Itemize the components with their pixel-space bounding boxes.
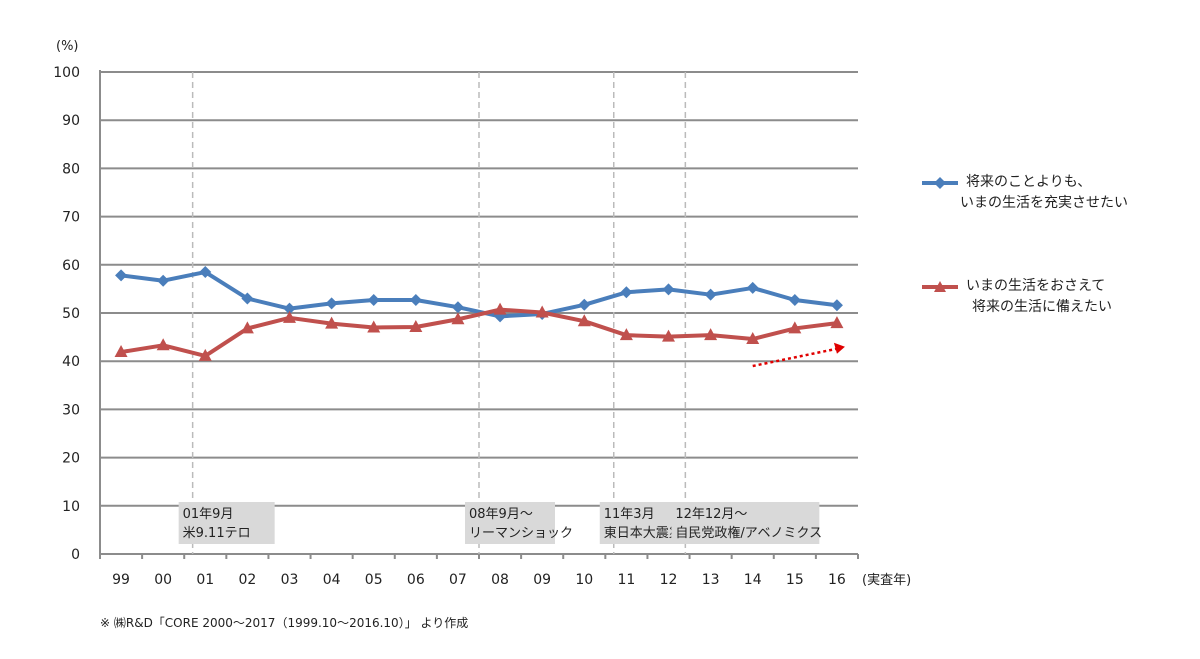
data-point-series-1 xyxy=(830,299,843,312)
data-point-series-2 xyxy=(788,321,802,334)
data-point-series-2 xyxy=(619,328,633,341)
data-point-series-1 xyxy=(451,301,464,314)
x-tick-label: 04 xyxy=(323,572,341,588)
data-point-series-1 xyxy=(325,297,338,310)
legend-label-series-2-line1: いまの生活をおさえて xyxy=(966,278,1106,294)
y-tick-label: 20 xyxy=(62,451,80,467)
data-point-series-1 xyxy=(241,292,254,305)
legend-label-series-1-line2: いまの生活を充実させたい xyxy=(960,195,1128,211)
data-point-series-2 xyxy=(535,305,549,318)
event-label-line2: 米9.11テロ xyxy=(183,526,251,541)
data-point-series-2 xyxy=(746,332,760,345)
event-box xyxy=(465,502,555,544)
data-point-series-1 xyxy=(662,283,675,296)
data-point-series-2 xyxy=(662,329,675,342)
data-point-series-1 xyxy=(367,293,380,306)
event-label-line1: 08年9月～ xyxy=(469,507,533,522)
data-point-series-2 xyxy=(409,319,423,332)
data-point-series-2 xyxy=(240,321,254,334)
data-point-series-2 xyxy=(451,312,465,325)
y-tick-label: 0 xyxy=(71,547,80,563)
data-point-series-1 xyxy=(578,298,591,311)
y-tick-label: 90 xyxy=(62,113,80,129)
data-point-series-2 xyxy=(114,345,128,358)
event-label-line2: リーマンショック xyxy=(469,526,573,541)
data-point-series-2 xyxy=(198,348,212,361)
y-tick-label: 10 xyxy=(62,499,80,515)
y-axis-unit: (%) xyxy=(56,39,79,54)
legend-item-series-1: 将来のことよりも、 いまの生活を充実させたい xyxy=(920,172,1128,214)
y-tick-label: 30 xyxy=(62,402,80,418)
data-point-series-2 xyxy=(156,338,170,351)
data-point-series-1 xyxy=(704,288,717,301)
data-point-series-1 xyxy=(115,269,128,282)
x-tick-label: 05 xyxy=(365,572,383,588)
data-point-series-2 xyxy=(493,302,507,315)
x-tick-label: 12 xyxy=(660,572,678,588)
y-tick-label: 60 xyxy=(62,258,80,274)
trend-arrow-head xyxy=(833,342,845,354)
legend-swatch-series-2 xyxy=(922,281,958,292)
event-box xyxy=(671,502,820,544)
trend-arrow-line xyxy=(752,347,838,368)
y-tick-label: 100 xyxy=(53,65,80,81)
series-line-2 xyxy=(120,307,838,358)
data-point-series-1 xyxy=(283,302,296,315)
x-tick-label: 99 xyxy=(112,572,130,588)
y-tick-label: 50 xyxy=(62,306,80,322)
y-tick-label: 80 xyxy=(62,161,80,177)
x-axis-unit: (実査年) xyxy=(862,572,911,588)
data-point-series-1 xyxy=(620,286,633,299)
x-tick-label: 02 xyxy=(238,572,256,588)
legend-swatch-series-1 xyxy=(922,177,958,189)
event-label-line2: 自民党政権/アベノミクス xyxy=(675,525,822,541)
series-line-1 xyxy=(120,270,838,319)
data-point-series-2 xyxy=(577,314,591,327)
data-point-series-2 xyxy=(367,320,381,333)
x-tick-label: 08 xyxy=(491,572,509,588)
legend-label-series-1-line1: 将来のことよりも、 xyxy=(966,174,1092,190)
event-label-line1: 12年12月～ xyxy=(675,507,747,522)
x-tick-label: 06 xyxy=(407,572,425,588)
x-tick-label: 07 xyxy=(449,572,467,588)
x-tick-label: 11 xyxy=(617,572,635,588)
x-tick-label: 14 xyxy=(744,572,762,588)
event-label-line1: 01年9月 xyxy=(183,507,234,522)
legend-item-series-2: いまの生活をおさえて 将来の生活に備えたい xyxy=(920,276,1112,318)
data-point-series-1 xyxy=(199,266,212,279)
x-tick-label: 01 xyxy=(196,572,214,588)
y-tick-label: 70 xyxy=(62,210,80,226)
data-point-series-1 xyxy=(746,281,759,294)
x-tick-label: 15 xyxy=(786,572,804,588)
data-point-series-1 xyxy=(788,293,801,306)
event-label-line2: 東日本大震災 xyxy=(604,525,682,541)
data-point-series-2 xyxy=(325,316,339,329)
data-point-series-1 xyxy=(157,274,170,287)
x-tick-label: 10 xyxy=(575,572,593,588)
y-tick-label: 40 xyxy=(62,354,80,370)
x-tick-label: 13 xyxy=(702,572,720,588)
source-note: ※ ㈱R&D「CORE 2000～2017（1999.10～2016.10）」 … xyxy=(100,616,469,630)
data-point-series-2 xyxy=(704,328,718,341)
event-label-line1: 11年3月 xyxy=(604,507,655,522)
x-tick-label: 03 xyxy=(281,572,299,588)
data-point-series-2 xyxy=(283,310,296,323)
legend-label-series-2-line2: 将来の生活に備えたい xyxy=(972,299,1112,315)
event-box xyxy=(178,502,275,544)
x-tick-label: 16 xyxy=(828,572,846,588)
data-point-series-1 xyxy=(409,293,422,306)
x-tick-label: 00 xyxy=(154,572,172,588)
data-point-series-2 xyxy=(830,316,844,329)
x-tick-label: 09 xyxy=(533,572,551,588)
